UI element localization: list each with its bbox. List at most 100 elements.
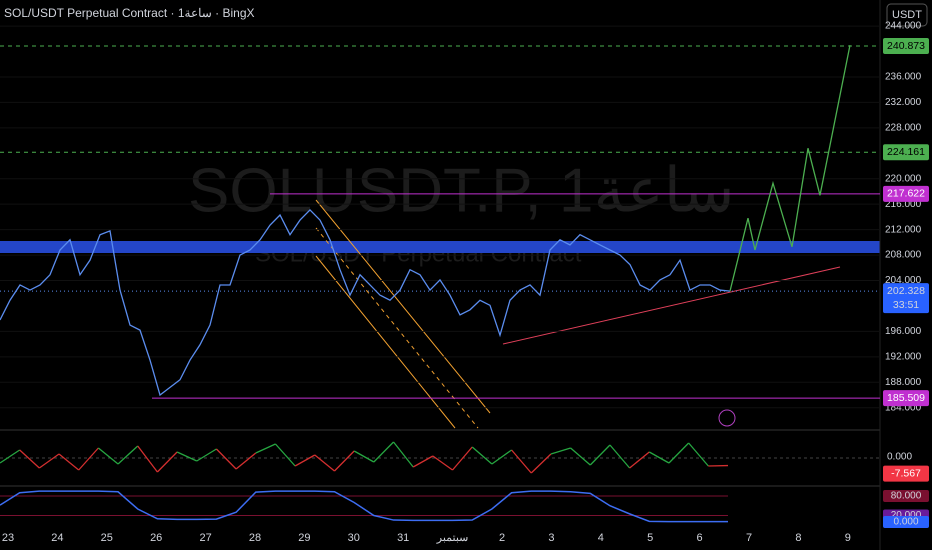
osc-segment bbox=[432, 455, 453, 471]
level-badge bbox=[883, 390, 929, 407]
level-badge bbox=[883, 37, 929, 54]
osc-segment bbox=[412, 455, 434, 468]
level-badge-label: 240.873 bbox=[887, 40, 925, 52]
osc-segment bbox=[373, 441, 394, 463]
last-price-label: 202.328 bbox=[887, 285, 925, 297]
alert-icon[interactable] bbox=[718, 409, 736, 427]
osc-segment bbox=[215, 448, 237, 470]
osc-segment bbox=[314, 454, 335, 472]
osc-segment bbox=[97, 447, 119, 465]
last-price-badge bbox=[883, 283, 929, 314]
watermark: SOLUSDT.P, 1ساعة bbox=[188, 156, 735, 225]
y-tick-label: 236.000 bbox=[885, 72, 922, 83]
stoch-tick: 20.000 bbox=[891, 510, 922, 521]
osc-badge-label: -7.567 bbox=[891, 467, 921, 479]
osc-segment bbox=[196, 448, 217, 462]
x-tick-label: 23 bbox=[2, 532, 14, 544]
y-tick-label: 232.000 bbox=[885, 97, 922, 108]
x-tick-label: 24 bbox=[51, 532, 63, 544]
level-badge bbox=[883, 185, 929, 202]
stoch-tick: 0.000 bbox=[893, 517, 918, 528]
osc-segment bbox=[629, 451, 650, 469]
osc-segment bbox=[334, 450, 355, 472]
x-tick-label: 29 bbox=[298, 532, 310, 544]
level-badge-label: 224.161 bbox=[887, 146, 925, 158]
x-tick-label: 25 bbox=[101, 532, 113, 544]
x-tick-label: 7 bbox=[746, 532, 752, 544]
level-badge-label: 217.622 bbox=[887, 188, 925, 200]
osc-segment bbox=[511, 449, 532, 474]
x-tick-label: 28 bbox=[249, 532, 261, 544]
osc-segment bbox=[530, 453, 552, 474]
osc-segment bbox=[0, 449, 21, 464]
price-line bbox=[729, 45, 851, 292]
osc-segment bbox=[491, 449, 512, 465]
osc-segment bbox=[117, 445, 139, 465]
osc-badge bbox=[883, 465, 929, 482]
osc-segment bbox=[471, 446, 493, 465]
osc-segment bbox=[570, 447, 591, 466]
osc-segment bbox=[137, 445, 158, 473]
y-tick-label: 220.000 bbox=[885, 173, 922, 184]
y-tick-label: 188.000 bbox=[885, 377, 922, 388]
osc-segment bbox=[176, 451, 198, 462]
stoch-tick: 80.000 bbox=[891, 491, 922, 502]
channel bbox=[315, 199, 491, 414]
trendline bbox=[502, 266, 841, 345]
y-tick-label: 184.000 bbox=[885, 402, 922, 413]
currency[interactable]: USDT bbox=[892, 9, 922, 21]
y-tick-label: 208.000 bbox=[885, 250, 922, 261]
osc-segment bbox=[668, 442, 690, 464]
x-tick-label: سبتمبر bbox=[436, 532, 469, 544]
osc-segment bbox=[58, 453, 80, 471]
x-tick-label: 9 bbox=[845, 532, 851, 544]
y-tick-label: 204.000 bbox=[885, 275, 922, 286]
x-tick-label: 31 bbox=[397, 532, 409, 544]
countdown: 33:51 bbox=[893, 299, 919, 311]
osc-segment bbox=[156, 451, 178, 473]
osc-segment bbox=[648, 451, 670, 464]
level-badge-label: 185.509 bbox=[887, 392, 925, 404]
osc-tick: 0.000 bbox=[887, 452, 912, 463]
osc-segment bbox=[609, 444, 631, 469]
channel bbox=[315, 227, 479, 429]
stoch-badge bbox=[883, 490, 929, 502]
y-tick-label: 244.000 bbox=[885, 21, 922, 32]
y-tick-label: 196.000 bbox=[885, 326, 922, 337]
osc-segment bbox=[78, 447, 99, 471]
channel bbox=[315, 255, 456, 429]
y-tick-label: 228.000 bbox=[885, 122, 922, 133]
price-line bbox=[0, 208, 731, 397]
x-tick-label: 5 bbox=[647, 532, 653, 544]
stoch-badge bbox=[883, 516, 929, 528]
osc-segment bbox=[353, 450, 375, 463]
osc-segment bbox=[235, 452, 257, 470]
x-tick-label: 27 bbox=[199, 532, 211, 544]
osc-segment bbox=[688, 442, 709, 467]
osc-segment bbox=[589, 444, 611, 466]
osc-segment bbox=[393, 441, 414, 468]
x-tick-label: 30 bbox=[348, 532, 360, 544]
title: SOL/USDT Perpetual Contract · 1ساعة · Bi… bbox=[4, 6, 255, 20]
x-tick-label: 8 bbox=[795, 532, 801, 544]
y-tick-label: 212.000 bbox=[885, 224, 922, 235]
osc-segment bbox=[550, 447, 571, 455]
currency-button[interactable] bbox=[886, 3, 928, 27]
osc-segment bbox=[38, 453, 60, 469]
osc-segment bbox=[294, 454, 316, 467]
x-tick-label: 3 bbox=[548, 532, 554, 544]
x-tick-label: 26 bbox=[150, 532, 162, 544]
y-tick-label: 192.000 bbox=[885, 351, 922, 362]
osc-segment bbox=[19, 449, 40, 469]
x-tick-label: 4 bbox=[598, 532, 604, 544]
x-tick-label: 2 bbox=[499, 532, 505, 544]
osc-segment bbox=[255, 443, 276, 454]
osc-segment bbox=[452, 446, 473, 471]
y-tick-label: 216.000 bbox=[885, 199, 922, 210]
osc-segment bbox=[274, 443, 296, 467]
x-tick-label: 6 bbox=[697, 532, 703, 544]
level-badge bbox=[883, 144, 929, 161]
stoch-line bbox=[0, 490, 728, 523]
zone bbox=[0, 241, 880, 253]
